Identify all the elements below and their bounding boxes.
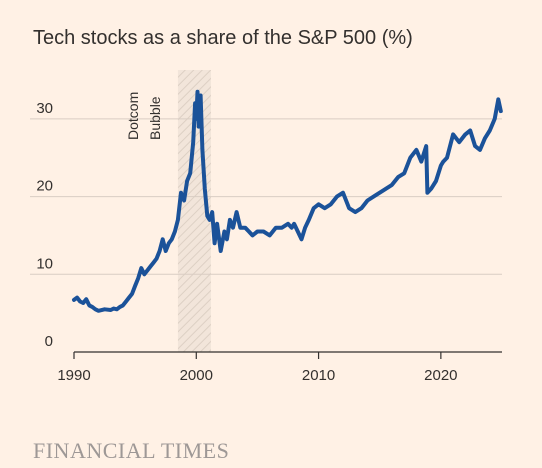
annotation-label: Dotcom <box>125 92 141 140</box>
source-logo: FINANCIAL TIMES <box>33 438 229 463</box>
x-axis: 1990 2000 2010 2020 <box>57 351 502 384</box>
x-tick-label: 2010 <box>302 367 335 384</box>
y-tick-label: 0 <box>45 333 53 350</box>
gridlines <box>30 118 502 275</box>
x-tick-label: 2000 <box>180 367 213 384</box>
annotation: Dotcom Bubble <box>125 92 163 140</box>
y-tick-label: 20 <box>36 178 53 195</box>
x-tick-label: 1990 <box>57 367 90 384</box>
chart-title: Tech stocks as a share of the S&P 500 (%… <box>33 27 413 49</box>
x-tick-label: 2020 <box>424 367 457 384</box>
annotation-label: Bubble <box>147 96 163 140</box>
y-tick-label: 30 <box>36 100 53 117</box>
y-axis: 0 10 20 30 <box>36 100 53 350</box>
series-line <box>72 89 503 313</box>
y-tick-label: 10 <box>36 255 53 272</box>
